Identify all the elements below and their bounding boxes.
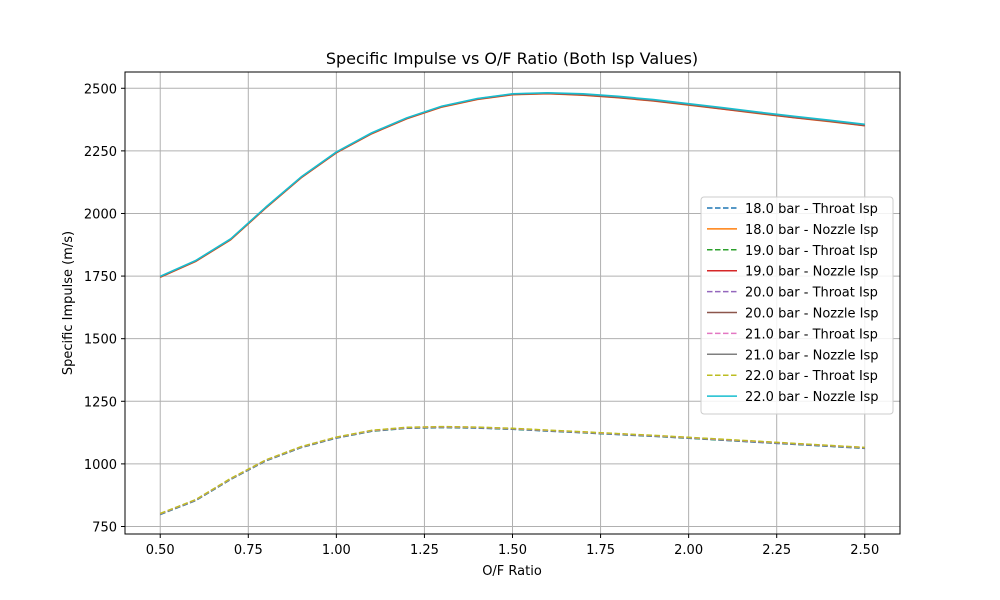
chart-title: Specific Impulse vs O/F Ratio (Both Isp …	[326, 49, 698, 68]
y-tick-label: 1750	[84, 270, 117, 285]
legend: 18.0 bar - Throat Isp 18.0 bar - Nozzle I…	[700, 196, 894, 415]
x-tick-label: 2.00	[674, 543, 703, 558]
legend-entry: 19.0 bar - Throat Isp	[745, 244, 878, 259]
y-tick-label: 750	[92, 520, 117, 535]
y-tick-label: 2250	[84, 145, 117, 160]
legend-entry: 18.0 bar - Throat Isp	[745, 202, 878, 217]
x-tick-label: 2.25	[762, 543, 791, 558]
legend-entry: 18.0 bar - Nozzle Isp	[745, 223, 879, 238]
x-tick-label: 0.50	[146, 543, 175, 558]
x-tick-label: 1.75	[586, 543, 615, 558]
y-tick-label: 1000	[84, 458, 117, 473]
legend-entry: 21.0 bar - Nozzle Isp	[745, 348, 879, 363]
series-line	[159, 92, 865, 277]
y-tick-label: 1500	[84, 333, 117, 348]
legend-entry: 22.0 bar - Throat Isp	[745, 369, 878, 384]
y-tick-label: 2500	[84, 82, 117, 97]
legend-entry: 22.0 bar - Nozzle Isp	[745, 390, 879, 405]
legend-entry: 20.0 bar - Nozzle Isp	[745, 307, 879, 322]
x-tick-label: 0.75	[234, 543, 263, 558]
series-group	[159, 92, 865, 516]
x-tick-label: 1.50	[498, 543, 527, 558]
legend-entry: 19.0 bar - Nozzle Isp	[745, 265, 879, 280]
y-axis-label: Specific Impulse (m/s)	[61, 231, 76, 375]
y-tick-label: 1250	[84, 395, 117, 410]
legend-box	[700, 196, 894, 415]
series-line	[159, 425, 865, 515]
axis-ticks: 0.50 0.75 1.00 1.25 1.50 1.75 2.00 2.25 2.50 750 1…	[84, 82, 879, 558]
legend-entry: 21.0 bar - Throat Isp	[745, 327, 878, 342]
y-tick-label: 2000	[84, 207, 117, 222]
x-tick-label: 1.25	[410, 543, 439, 558]
x-tick-label: 2.50	[850, 543, 879, 558]
x-tick-label: 1.00	[322, 543, 351, 558]
legend-entry: 20.0 bar - Throat Isp	[745, 286, 878, 301]
x-axis-label: O/F Ratio	[482, 564, 542, 579]
